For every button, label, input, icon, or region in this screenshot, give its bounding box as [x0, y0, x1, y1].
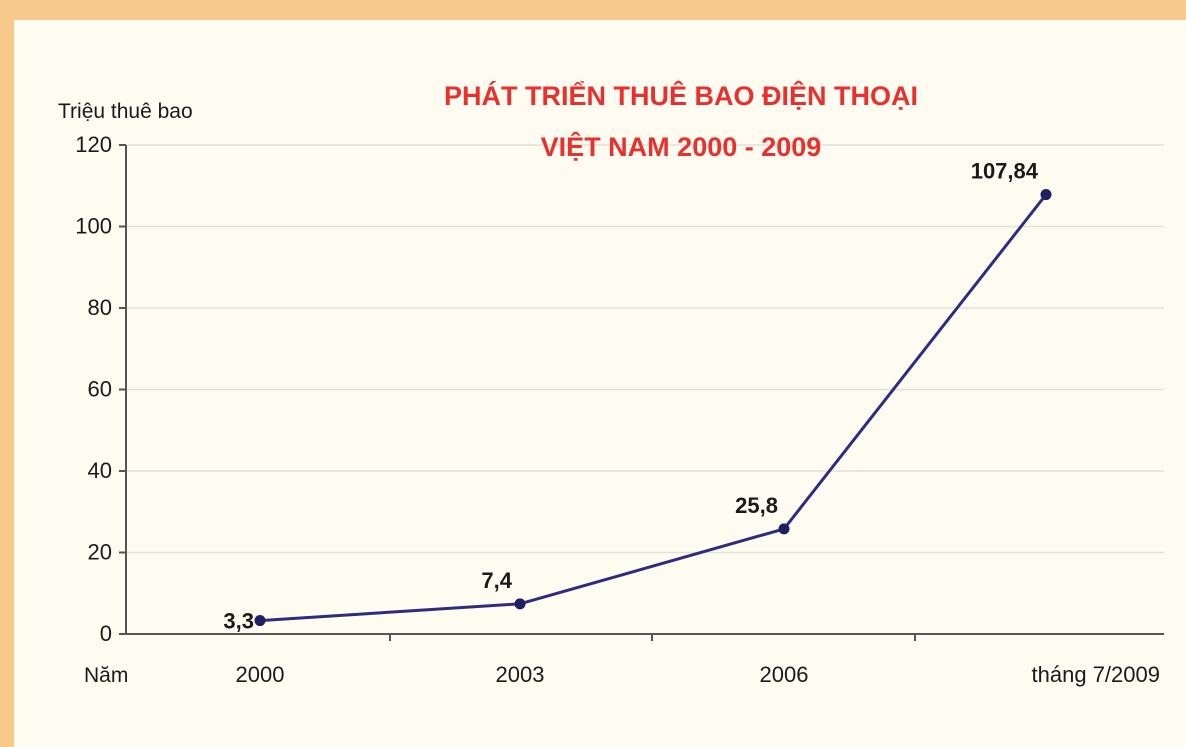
grid — [126, 144, 1164, 554]
x-tick-label: 2000 — [236, 662, 285, 687]
y-tick-label: 80 — [88, 295, 112, 320]
data-label: 7,4 — [481, 568, 512, 593]
line-chart: PHÁT TRIỂN THUÊ BAO ĐIỆN THOẠI VIỆT NAM … — [58, 80, 1164, 687]
y-tick-label: 60 — [88, 377, 112, 402]
y-axis-label: Triệu thuê bao — [58, 100, 193, 123]
x-ticks: 2000 2003 2006 tháng 7/2009 — [236, 662, 1160, 687]
series-polyline — [259, 193, 1048, 623]
y-tick-label: 100 — [75, 214, 112, 239]
y-tick-label: 120 — [75, 132, 112, 157]
data-point-marker — [778, 523, 790, 535]
chart-title-line1: PHÁT TRIỂN THUÊ BAO ĐIỆN THOẠI — [444, 80, 918, 111]
data-labels: 3,3 7,4 25,8 107,84 — [223, 159, 1038, 634]
x-tick-label: tháng 7/2009 — [1032, 662, 1160, 687]
y-tick-label: 0 — [100, 621, 112, 646]
x-tick-label: 2006 — [760, 662, 809, 687]
data-point-marker — [254, 615, 266, 627]
series-line — [254, 189, 1052, 627]
x-axis-label: Năm — [84, 664, 128, 687]
chart-title-line2: VIỆT NAM 2000 - 2009 — [541, 131, 822, 162]
y-ticks: 0 20 40 60 80 100 120 — [75, 132, 112, 646]
y-tick-label: 40 — [88, 458, 112, 483]
data-label: 3,3 — [223, 609, 254, 634]
y-tick-label: 20 — [88, 540, 112, 565]
data-point-marker — [1040, 189, 1052, 201]
data-label: 107,84 — [971, 159, 1039, 184]
data-point-marker — [514, 598, 526, 610]
data-label: 25,8 — [735, 493, 778, 518]
x-tick-label: 2003 — [496, 662, 545, 687]
chart-frame: PHÁT TRIỂN THUÊ BAO ĐIỆN THOẠI VIỆT NAM … — [14, 20, 1186, 747]
axes — [119, 144, 1164, 641]
